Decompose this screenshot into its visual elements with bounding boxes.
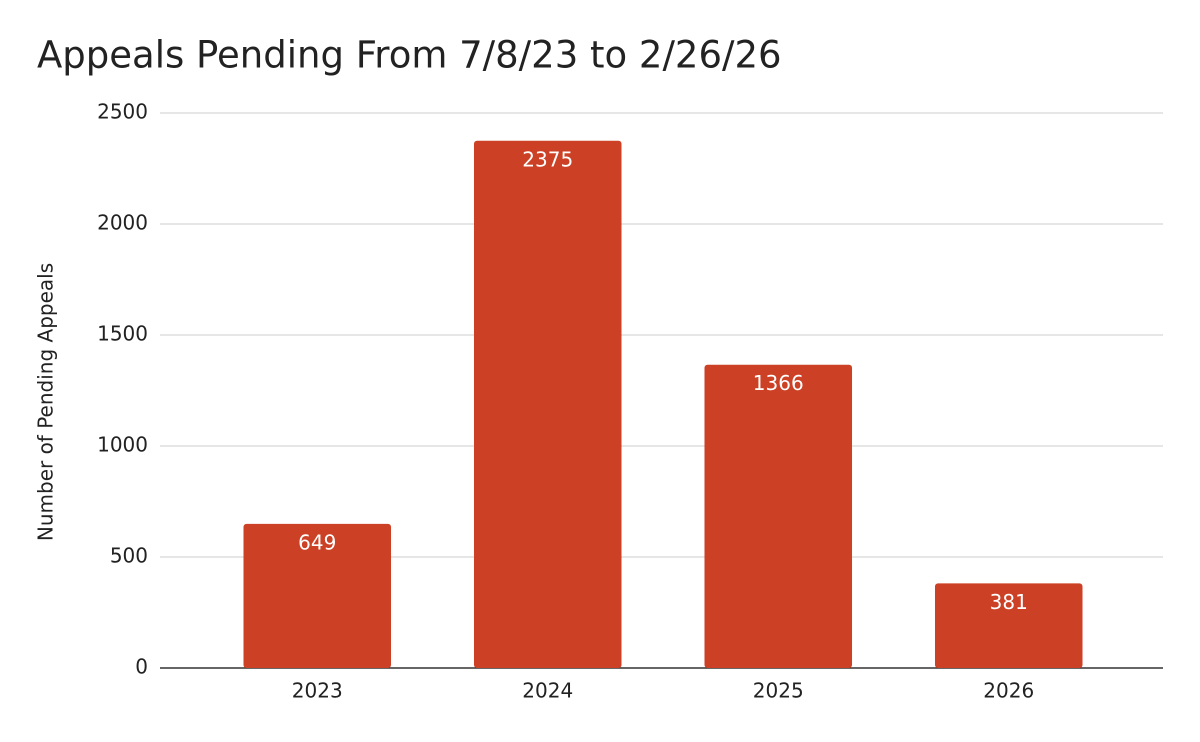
y-tick-label: 1000 [97, 433, 148, 457]
data-label: 1366 [753, 371, 804, 395]
data-label: 2375 [522, 147, 573, 171]
bar [704, 364, 853, 668]
y-tick-label: 1500 [97, 322, 148, 346]
x-tick-label: 2026 [983, 679, 1034, 703]
y-tick-label: 0 [135, 655, 148, 679]
y-tick-label: 2000 [97, 211, 148, 235]
x-tick-label: 2023 [292, 679, 343, 703]
x-tick-label: 2025 [753, 679, 804, 703]
bar [243, 523, 392, 668]
x-tick-label: 2024 [522, 679, 573, 703]
y-tick-label: 500 [110, 544, 148, 568]
bar [473, 140, 622, 668]
bar [934, 583, 1083, 668]
y-tick-label: 2500 [97, 100, 148, 124]
y-axis-title: Number of Pending Appeals [34, 263, 58, 541]
chart-title: Appeals Pending From 7/8/23 to 2/26/26 [37, 34, 782, 77]
data-label: 381 [990, 590, 1028, 614]
data-label: 649 [298, 530, 336, 554]
